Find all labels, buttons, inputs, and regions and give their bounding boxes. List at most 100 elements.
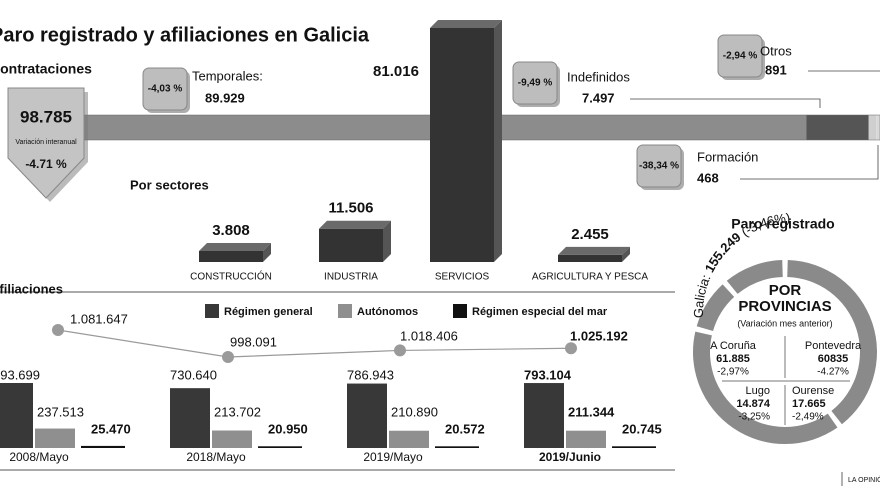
bar — [0, 383, 33, 448]
province-value: 17.665 — [792, 398, 826, 410]
bar-side — [494, 20, 502, 262]
value-label: 213.702 — [214, 404, 261, 419]
donut-segment — [696, 284, 735, 331]
province-name: Ourense — [792, 385, 834, 397]
total-value: 155.249 — [702, 230, 744, 275]
total-point — [222, 351, 234, 363]
bar — [212, 430, 252, 448]
province-name: A Coruña — [710, 340, 757, 352]
legend-swatch — [453, 304, 467, 318]
category-label: AGRICULTURA Y PESCA — [532, 272, 648, 283]
bar — [524, 383, 564, 448]
change-badge — [717, 34, 763, 78]
total-label: 1.018.406 — [400, 328, 458, 343]
center-note: (Variación mes anterior) — [737, 318, 832, 328]
value-label: 81.016 — [373, 63, 419, 80]
bar-side — [383, 220, 391, 262]
bar — [612, 446, 656, 448]
center-title: POR — [769, 282, 802, 299]
segment-name: Formación — [697, 149, 758, 164]
section-title: Contrataciones — [0, 61, 92, 77]
total-line — [57, 329, 572, 358]
total-point — [394, 344, 406, 357]
bar — [389, 430, 429, 448]
legend-swatch — [205, 304, 219, 318]
value-label: 20.745 — [622, 421, 662, 436]
legend-label: Régimen general — [224, 306, 313, 318]
donut-segment — [787, 260, 877, 425]
change-badge — [636, 144, 682, 188]
total-note: Variación interanual — [15, 139, 77, 146]
bar — [558, 254, 622, 262]
segment-value: 89.929 — [205, 90, 245, 105]
bar-top — [558, 246, 630, 255]
section-title: Por sectores — [130, 177, 209, 192]
total-point — [565, 342, 577, 355]
segment-name: Indefinidos — [567, 69, 630, 84]
province-name: Pontevedra — [805, 340, 862, 352]
category-label: INDUSTRIA — [324, 272, 378, 283]
province-change: -4.27% — [817, 367, 849, 378]
value-label: 2.455 — [571, 226, 609, 243]
bar-top — [319, 220, 391, 229]
segment-name: Otros — [760, 43, 792, 58]
value-label: 730.640 — [170, 367, 217, 382]
bar — [319, 228, 383, 262]
bar — [199, 251, 263, 262]
donut-segment — [692, 331, 838, 445]
bar-segment — [806, 115, 869, 140]
value-label: 210.890 — [391, 404, 438, 419]
value-label: 793.699 — [0, 367, 40, 382]
bar — [566, 430, 606, 448]
segment-name: Temporales: — [192, 68, 263, 83]
source: LA OPINIÓN — [848, 475, 880, 484]
value-label: 11.506 — [328, 200, 373, 217]
bar — [170, 388, 210, 448]
bar-segment — [868, 115, 877, 140]
total-label: 98.785 — [20, 107, 72, 126]
total-badge — [7, 87, 85, 199]
value-label: 20.950 — [268, 421, 308, 436]
category-label: 2008/Mayo — [9, 450, 69, 464]
section-title: Paro registrado — [731, 216, 834, 232]
legend-swatch — [338, 304, 352, 318]
bar-segment — [876, 115, 880, 140]
donut-segment — [726, 260, 783, 294]
category-label: 2019/Mayo — [363, 450, 423, 464]
province-change: -3,25% — [738, 412, 770, 423]
bar — [347, 383, 387, 448]
connector — [630, 98, 821, 108]
legend-label: Autónomos — [357, 306, 418, 318]
province-value: 61.885 — [716, 353, 750, 365]
value-label: 793.104 — [524, 367, 572, 382]
segment-value: 7.497 — [582, 90, 615, 105]
title: Paro registrado y afiliaciones en Galici… — [0, 24, 370, 46]
value-label: 20.572 — [445, 421, 485, 436]
segment-value: 468 — [697, 170, 719, 185]
segment-value: 891 — [765, 62, 787, 77]
change-label: -4,03 % — [148, 84, 183, 95]
bar — [430, 28, 494, 262]
bar-side — [622, 246, 630, 262]
category-label: SERVICIOS — [435, 272, 490, 283]
change-badge — [142, 67, 188, 111]
value-label: 237.513 — [37, 404, 84, 419]
value-label: 786.943 — [347, 367, 394, 382]
value-label: 25.470 — [91, 421, 131, 436]
province-change: -2,97% — [717, 367, 749, 378]
province-value: 14.874 — [736, 398, 771, 410]
bar — [81, 445, 125, 448]
category-label: 2018/Mayo — [186, 450, 246, 464]
total-label: 1.081.647 — [70, 311, 128, 326]
legend-label: Régimen especial del mar — [472, 306, 608, 318]
province-name: Lugo — [746, 385, 770, 397]
category-label: 2019/Junio — [539, 450, 601, 464]
connector — [740, 145, 879, 180]
total-change: -4.71 % — [25, 157, 67, 171]
bar-side — [263, 243, 271, 262]
bar-top — [430, 20, 502, 28]
value-label: 3.808 — [212, 222, 250, 239]
change-label: -9,49 % — [518, 78, 553, 89]
